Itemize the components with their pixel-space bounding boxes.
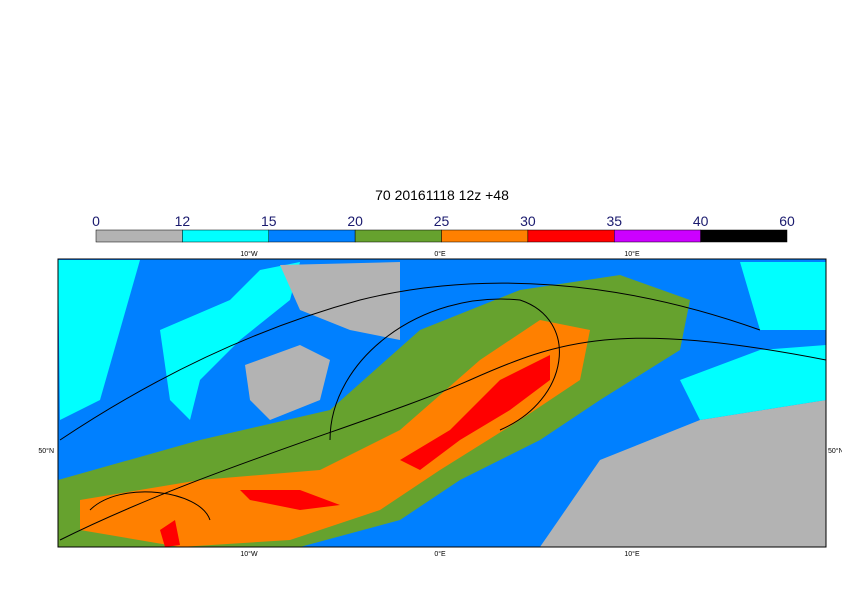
- colorbar-label: 30: [520, 213, 536, 229]
- land-area: [540, 400, 826, 547]
- orange-band: [80, 320, 590, 547]
- lon-label: 0°E: [434, 550, 446, 558]
- colorbar-label: 25: [434, 213, 450, 229]
- colorbar-label: 35: [606, 213, 622, 229]
- isobars: [59, 282, 826, 541]
- lon-label: 10°E: [624, 550, 640, 558]
- lon-label: 0°E: [434, 250, 446, 258]
- colorbar-segment: [700, 229, 788, 243]
- colorbar-segment: [354, 229, 442, 243]
- colorbar-segment: [182, 229, 269, 243]
- land-area: [245, 345, 330, 420]
- red-band: [400, 355, 550, 470]
- map-title: 70 20161118 12z +48: [375, 187, 509, 203]
- map-labels: 10°W 10°W 0°E 0°E 10°E 10°E 50°N 50°N: [38, 250, 842, 558]
- colorbar-segment: [268, 229, 356, 243]
- lon-label: 10°W: [240, 250, 258, 258]
- colorbar-label: 60: [779, 213, 795, 229]
- cyan-area: [680, 345, 826, 420]
- colorbar-label: 20: [347, 213, 363, 229]
- cyan-area: [160, 262, 300, 420]
- lat-label: 50°N: [828, 447, 842, 455]
- red-band: [240, 490, 340, 510]
- lat-label: 50°N: [38, 447, 54, 455]
- colorbar-label: 40: [693, 213, 709, 229]
- lon-label: 10°E: [624, 250, 640, 258]
- colorbar-label: 0: [92, 213, 100, 229]
- map-field: [58, 259, 826, 547]
- cyan-area: [740, 262, 826, 330]
- colorbar-segment: [614, 229, 701, 243]
- colorbar-segment: [441, 229, 529, 243]
- colorbar: 0 12 15 20 25 30 35 40 60: [92, 213, 795, 243]
- cyan-area: [58, 260, 140, 420]
- land-area: [280, 262, 400, 340]
- colorbar-segment: [527, 229, 615, 243]
- map-frame: [57, 258, 827, 548]
- colorbar-label: 15: [261, 213, 277, 229]
- colorbar-segment: [95, 229, 183, 243]
- colorbar-label: 12: [175, 213, 191, 229]
- lon-label: 10°W: [240, 550, 258, 558]
- red-band: [160, 520, 180, 547]
